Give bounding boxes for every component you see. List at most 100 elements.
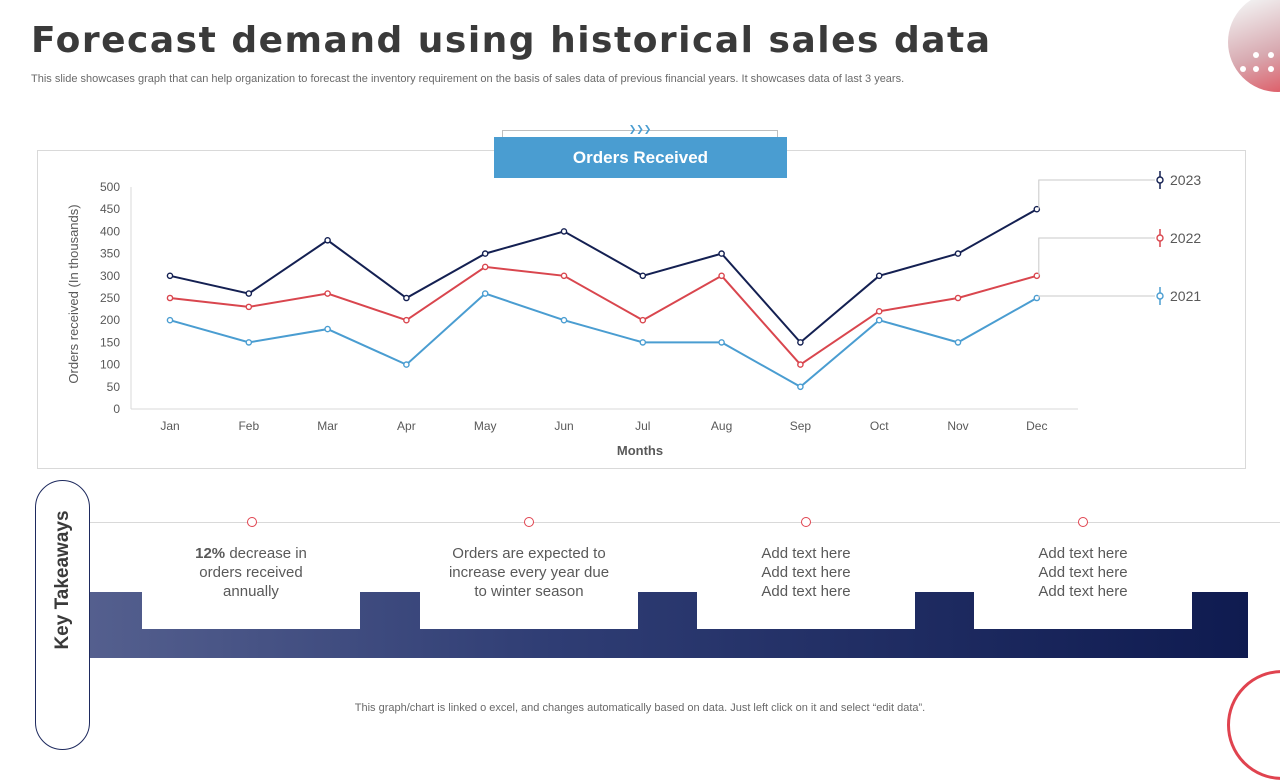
data-point-2021 (324, 325, 331, 333)
y-tick-label: 350 (100, 247, 120, 261)
x-tick-label: Feb (238, 419, 259, 433)
takeaways-connector-line (90, 522, 1280, 523)
legend-leader-line (1038, 237, 1155, 276)
data-point-2023 (1033, 205, 1041, 213)
legend-marker (1156, 234, 1164, 242)
decorative-dot (1268, 66, 1274, 72)
y-axis-title: Orders received (In thousands) (66, 204, 81, 383)
data-point-2021 (875, 316, 883, 324)
y-tick-label: 200 (100, 313, 120, 327)
takeaway-text: Add text here Add text here Add text her… (1038, 545, 1128, 600)
data-point-2021 (718, 339, 725, 346)
x-axis-title: Months (617, 443, 663, 458)
data-point-2021 (1033, 294, 1041, 302)
decorative-dot (1240, 66, 1246, 72)
legend-marker (1156, 176, 1164, 184)
data-point-2023 (797, 339, 804, 346)
x-tick-label: Sep (790, 419, 812, 433)
y-tick-label: 100 (100, 358, 120, 372)
data-point-2022 (166, 294, 174, 302)
decorative-dot (1253, 66, 1259, 72)
y-tick-label: 50 (107, 380, 121, 394)
takeaways-pill (35, 480, 90, 750)
data-point-2022 (324, 290, 331, 297)
legend-label-2023: 2023 (1170, 172, 1201, 188)
y-tick-label: 400 (100, 224, 120, 238)
footnote: This graph/chart is linked o excel, and … (354, 702, 926, 714)
takeaway-text: Add text here Add text here Add text her… (761, 545, 851, 600)
data-point-2022 (245, 303, 253, 311)
data-point-2023 (245, 290, 253, 297)
series-line-2021 (169, 292, 1038, 389)
legend-leader-line (1038, 295, 1155, 298)
data-point-2021 (954, 339, 962, 346)
takeaway-card: Orders are expected to increase every ye… (420, 530, 638, 629)
takeaway-highlight: 12% (195, 545, 226, 562)
data-point-2021 (403, 361, 410, 368)
data-point-2023 (481, 250, 489, 257)
takeaway-card: Add text here Add text here Add text her… (974, 530, 1192, 629)
y-tick-label: 500 (100, 180, 120, 194)
data-point-2023 (875, 272, 883, 280)
decorative-dot (1268, 52, 1274, 58)
data-point-2022 (954, 294, 962, 302)
y-tick-label: 450 (100, 202, 120, 216)
data-point-2022 (875, 308, 883, 315)
line-chart: 0 50 100 150 200 250 300 350 400 450 500 Jan Feb Mar A… (66, 171, 1201, 458)
takeaways-label: Key Takeaways (52, 510, 73, 650)
series-line-2023 (169, 208, 1038, 344)
data-point-2022 (718, 272, 725, 280)
takeaway-text: Orders are expected to increase every ye… (448, 545, 610, 600)
data-point-2023 (718, 250, 725, 257)
data-point-2022 (797, 361, 804, 368)
x-tick-label: Apr (397, 419, 416, 433)
data-point-2021 (245, 339, 253, 346)
x-tick-label: Dec (1026, 419, 1047, 433)
takeaway-marker-dot (524, 517, 534, 527)
data-point-2023 (954, 250, 962, 257)
takeaway-marker-dot (1078, 517, 1088, 527)
data-point-2022 (403, 316, 410, 324)
data-point-2022 (1033, 272, 1041, 280)
data-point-2022 (639, 316, 647, 324)
legend-label-2022: 2022 (1170, 230, 1201, 246)
takeaway-text: decrease in orders received annually (199, 545, 307, 600)
data-point-2023 (403, 294, 410, 302)
x-tick-label: Jun (554, 419, 573, 433)
data-point-2023 (560, 228, 568, 235)
data-point-2021 (639, 339, 647, 346)
data-point-2021 (481, 290, 489, 297)
x-tick-label: Jul (635, 419, 650, 433)
data-point-2023 (166, 272, 174, 280)
y-tick-label: 150 (100, 335, 120, 349)
chevron-right-icon: ❯❯❯ (628, 124, 652, 134)
legend-marker (1156, 292, 1164, 300)
data-point-2021 (797, 383, 804, 391)
x-tick-label: Jan (160, 419, 179, 433)
y-tick-label: 250 (100, 291, 120, 305)
x-tick-label: Mar (317, 419, 338, 433)
page-subtitle: This slide showcases graph that can help… (31, 73, 905, 85)
data-point-2021 (560, 316, 568, 324)
takeaway-marker-dot (801, 517, 811, 527)
legend-leader-line (1038, 179, 1155, 210)
data-point-2022 (481, 263, 489, 271)
x-tick-label: Nov (947, 419, 968, 433)
page-title: Forecast demand using historical sales d… (31, 20, 992, 61)
decorative-dot (1253, 52, 1259, 58)
y-tick-label: 0 (113, 402, 120, 416)
x-tick-label: May (474, 419, 497, 433)
legend-label-2021: 2021 (1170, 288, 1201, 304)
series-line-2022 (169, 265, 1038, 366)
y-tick-label: 300 (100, 269, 120, 283)
chart-title: Orders Received (494, 137, 787, 178)
data-point-2021 (166, 316, 174, 324)
data-point-2023 (324, 236, 331, 244)
takeaway-marker-dot (247, 517, 257, 527)
x-tick-label: Oct (870, 419, 889, 433)
data-point-2023 (639, 272, 647, 280)
takeaway-card: 12% decrease in orders received annually (142, 530, 360, 629)
data-point-2022 (560, 272, 568, 280)
takeaway-card: Add text here Add text here Add text her… (697, 530, 915, 629)
x-tick-label: Aug (711, 419, 732, 433)
